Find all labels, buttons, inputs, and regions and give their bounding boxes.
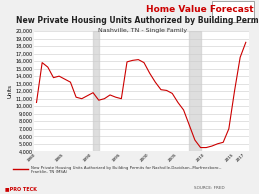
Text: SOURCE: FRED: SOURCE: FRED [194, 186, 225, 190]
Text: Home Value Forecast: Home Value Forecast [146, 5, 254, 14]
Bar [189, 31, 200, 151]
Text: Nashville, TN - Single Family: Nashville, TN - Single Family [98, 28, 187, 33]
Bar [93, 31, 99, 151]
Text: New Private Housing Units Authorized by Building Permits: New Private Housing Units Authorized by … [16, 16, 259, 25]
Text: ■PRO TECK: ■PRO TECK [5, 186, 37, 191]
Y-axis label: Units: Units [7, 84, 12, 98]
Text: New Private Housing Units Authorized by Building Permits for Nashville-Davidson-: New Private Housing Units Authorized by … [31, 166, 221, 174]
FancyBboxPatch shape [212, 1, 254, 22]
